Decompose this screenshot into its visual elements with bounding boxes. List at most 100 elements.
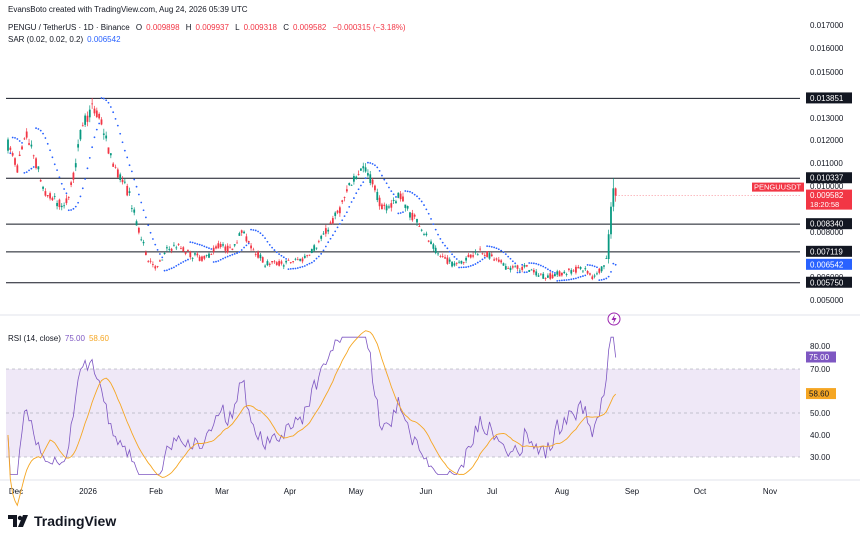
sar-dot — [530, 262, 533, 265]
candle-body — [105, 135, 108, 139]
sar-dot — [252, 229, 255, 231]
price-label-box — [806, 258, 852, 270]
sar-dot — [224, 256, 227, 259]
sar-dot — [591, 264, 594, 267]
candle-body — [495, 258, 498, 260]
candle-body — [86, 115, 89, 122]
candle-body — [210, 254, 213, 255]
sar-dot — [133, 178, 136, 181]
sar-dot — [86, 167, 89, 170]
sar-dot — [25, 171, 28, 174]
price-label: 0.005750 — [810, 278, 844, 287]
sar-dot — [168, 268, 171, 271]
candle-body — [77, 144, 80, 148]
price-axis-tick: 0.008000 — [810, 228, 844, 237]
sar-dot — [518, 271, 521, 274]
sar-dot — [507, 255, 510, 258]
candle-body — [406, 206, 409, 209]
sar-dot — [315, 257, 318, 260]
candle-body — [142, 241, 145, 244]
candle-body — [486, 251, 489, 257]
price-label-box — [806, 172, 852, 184]
high-value: 0.009937 — [195, 23, 229, 32]
candle-body — [481, 253, 484, 255]
sar-dot — [334, 230, 337, 233]
candle-body — [500, 260, 503, 263]
candle-body — [586, 271, 589, 274]
sar-dot — [280, 254, 283, 257]
candle-body — [390, 203, 393, 208]
sar-dot — [467, 265, 470, 268]
candle-body — [261, 257, 264, 263]
candle-body — [451, 261, 453, 267]
sar-dot — [46, 142, 49, 145]
sar-dot — [317, 255, 320, 258]
candle-body — [544, 277, 547, 279]
candle-body — [219, 243, 222, 247]
last-price-box — [806, 189, 852, 210]
candle-body — [67, 197, 70, 198]
candle-body — [226, 245, 229, 253]
time-axis-tick: 2026 — [79, 487, 97, 496]
sar-dot — [446, 247, 449, 250]
candle-body — [395, 201, 397, 204]
candle-body — [264, 265, 266, 267]
sar-dot — [212, 261, 215, 263]
sar-dot — [614, 263, 617, 266]
sar-dot — [294, 267, 297, 270]
candle-body — [383, 204, 386, 206]
last-price-label: 0.009582 — [810, 191, 844, 200]
time-axis-tick: Mar — [215, 487, 229, 496]
sar-dot — [299, 266, 302, 269]
candle-body — [135, 221, 138, 226]
sar-dot — [63, 188, 65, 190]
sar-dot — [362, 181, 365, 183]
sar-dot — [324, 245, 327, 248]
candle-body — [374, 185, 376, 191]
candle-body — [341, 200, 344, 202]
sar-dot — [525, 271, 528, 274]
candle-body — [250, 245, 252, 249]
candle-body — [84, 115, 87, 125]
candle-body — [243, 231, 245, 234]
candle-body — [173, 244, 175, 246]
candle-body — [343, 196, 346, 198]
sar-dot — [488, 245, 491, 248]
sar-dot — [481, 258, 484, 261]
candle-body — [404, 204, 407, 208]
sar-dot — [93, 136, 96, 139]
candle-body — [376, 191, 379, 201]
sar-dot — [528, 262, 531, 264]
rsi-axis-tick: 70.00 — [810, 365, 831, 374]
candle-body — [362, 166, 365, 169]
candle-body — [273, 261, 276, 263]
sar-dot — [605, 277, 608, 280]
sar-dot — [357, 188, 360, 191]
sar-dot — [116, 124, 119, 127]
candle-body — [285, 260, 288, 263]
candle-body — [542, 273, 545, 279]
candle-body — [184, 252, 187, 254]
time-axis-tick: Nov — [763, 487, 777, 496]
sar-dot — [119, 132, 122, 135]
sar-dot — [191, 241, 194, 244]
candle-body — [74, 163, 77, 168]
sar-dot — [610, 271, 612, 273]
sar-dot — [72, 207, 75, 210]
candle-body — [418, 226, 421, 227]
candle-body — [324, 228, 327, 234]
candle-body — [198, 256, 201, 261]
sar-dot — [509, 257, 512, 260]
candle-body — [575, 266, 577, 273]
rsi-axis-tick: 50.00 — [810, 409, 831, 418]
sar-dot — [593, 265, 596, 268]
candle-body — [336, 210, 339, 213]
candle-body — [238, 233, 241, 236]
rsi-legend: RSI (14, close) 75.00 58.60 — [8, 334, 113, 343]
sar-dot — [266, 240, 269, 243]
candle-body — [121, 179, 124, 183]
sar-dot — [322, 249, 325, 252]
candle-body — [296, 259, 299, 261]
sar-dot — [102, 97, 105, 100]
